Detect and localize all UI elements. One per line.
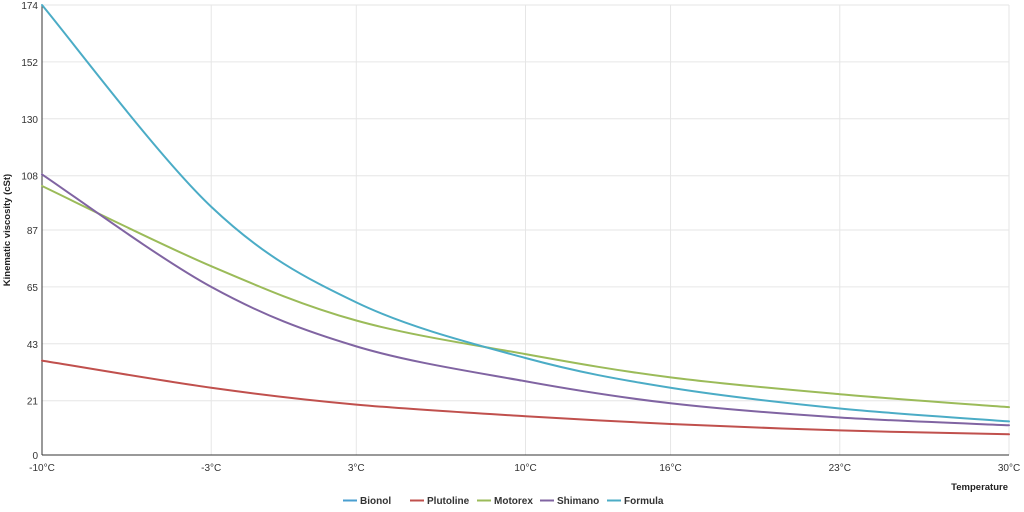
y-tick-labels: 0 21 43 65 87 108 130 152 174 (21, 1, 38, 462)
series-line-plutoline (41, 359, 1010, 436)
x-tick-label: 30°C (998, 463, 1020, 474)
x-tick-label: 10°C (514, 463, 536, 474)
x-tick-label: 16°C (659, 463, 681, 474)
grid (42, 4, 1010, 455)
axes (41, 5, 1009, 456)
legend-item-plutoline: Plutoline (410, 496, 470, 507)
y-tick-label: 21 (27, 397, 39, 408)
legend-label: Motorex (494, 496, 533, 507)
legend-label: Plutoline (427, 496, 470, 507)
x-tick-label: -3°C (201, 463, 221, 474)
y-tick-label: 130 (21, 115, 38, 126)
y-tick-label: 152 (21, 58, 38, 69)
y-tick-label: 108 (21, 172, 38, 183)
legend-item-bionol: Bionol (343, 496, 391, 507)
legend-item-shimano: Shimano (540, 496, 599, 507)
legend-label: Bionol (360, 496, 391, 507)
legend-label: Formula (624, 496, 664, 507)
x-tick-label: -10°C (29, 463, 55, 474)
y-tick-label: 87 (27, 226, 39, 237)
x-tick-label: 3°C (348, 463, 365, 474)
y-tick-label: 0 (32, 451, 38, 462)
y-tick-label: 174 (21, 1, 38, 12)
legend-label: Shimano (557, 496, 599, 507)
y-tick-label: 43 (27, 340, 39, 351)
x-tick-label: 23°C (829, 463, 851, 474)
y-tick-label: 65 (27, 283, 39, 294)
legend-item-motorex: Motorex (477, 496, 533, 507)
legend: Bionol Plutoline Motorex Shimano Formula (343, 496, 664, 507)
legend-item-formula: Formula (607, 496, 664, 507)
x-axis-title: Temperature (951, 482, 1008, 493)
series-line-shimano (41, 173, 1010, 427)
series-line-formula (41, 4, 1010, 423)
x-tick-labels: -10°C -3°C 3°C 10°C 16°C 23°C 30°C (29, 463, 1020, 474)
series-line-motorex (41, 185, 1010, 409)
series-lines (41, 4, 1010, 436)
y-axis-title: Kinematic viscosity (cSt) (2, 174, 13, 286)
